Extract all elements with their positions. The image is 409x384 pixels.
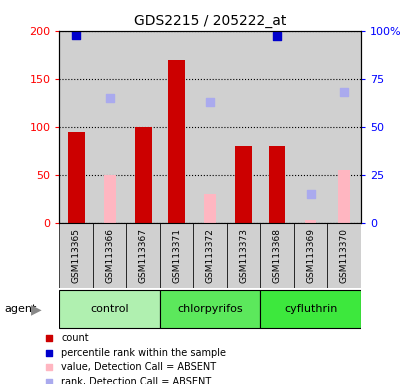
- Bar: [226, 31, 260, 223]
- Text: GSM113368: GSM113368: [272, 228, 281, 283]
- Point: [207, 99, 213, 105]
- Bar: [204, 194, 216, 223]
- Bar: [337, 170, 349, 223]
- Point: [46, 379, 52, 384]
- Text: GSM113367: GSM113367: [138, 228, 147, 283]
- Bar: [260, 223, 293, 288]
- Text: GSM113372: GSM113372: [205, 228, 214, 283]
- Bar: [160, 31, 193, 223]
- Bar: [59, 290, 160, 328]
- Bar: [103, 175, 115, 223]
- Point: [106, 95, 113, 101]
- Point: [240, 22, 246, 28]
- Bar: [126, 223, 160, 288]
- Title: GDS2215 / 205222_at: GDS2215 / 205222_at: [134, 14, 285, 28]
- Text: cyfluthrin: cyfluthrin: [283, 304, 337, 314]
- Bar: [326, 223, 360, 288]
- Point: [139, 22, 146, 28]
- Text: percentile rank within the sample: percentile rank within the sample: [61, 348, 226, 358]
- Text: GSM113371: GSM113371: [172, 228, 181, 283]
- Bar: [326, 31, 360, 223]
- Text: GSM113370: GSM113370: [339, 228, 348, 283]
- Point: [73, 31, 79, 38]
- Bar: [268, 146, 285, 223]
- Text: value, Detection Call = ABSENT: value, Detection Call = ABSENT: [61, 362, 216, 372]
- Text: agent: agent: [4, 304, 36, 314]
- Text: GSM113373: GSM113373: [238, 228, 247, 283]
- Bar: [260, 290, 360, 328]
- Bar: [93, 223, 126, 288]
- Point: [46, 335, 52, 341]
- Bar: [160, 290, 260, 328]
- Bar: [59, 223, 93, 288]
- Bar: [59, 31, 93, 223]
- Text: GSM113366: GSM113366: [105, 228, 114, 283]
- Text: ▶: ▶: [31, 302, 41, 316]
- Bar: [293, 31, 326, 223]
- Point: [273, 33, 280, 40]
- Bar: [93, 31, 126, 223]
- Bar: [193, 223, 226, 288]
- Bar: [67, 131, 84, 223]
- Text: GSM113369: GSM113369: [306, 228, 314, 283]
- Bar: [235, 146, 252, 223]
- Text: chlorpyrifos: chlorpyrifos: [177, 304, 243, 314]
- Bar: [260, 31, 293, 223]
- Text: count: count: [61, 333, 89, 343]
- Bar: [135, 127, 151, 223]
- Text: control: control: [90, 304, 129, 314]
- Bar: [304, 220, 316, 223]
- Text: rank, Detection Call = ABSENT: rank, Detection Call = ABSENT: [61, 377, 211, 384]
- Point: [46, 364, 52, 370]
- Bar: [226, 223, 260, 288]
- Text: GSM113365: GSM113365: [72, 228, 81, 283]
- Bar: [293, 223, 326, 288]
- Point: [46, 350, 52, 356]
- Bar: [168, 60, 184, 223]
- Point: [340, 89, 346, 95]
- Bar: [126, 31, 160, 223]
- Point: [307, 191, 313, 197]
- Bar: [160, 223, 193, 288]
- Bar: [193, 31, 226, 223]
